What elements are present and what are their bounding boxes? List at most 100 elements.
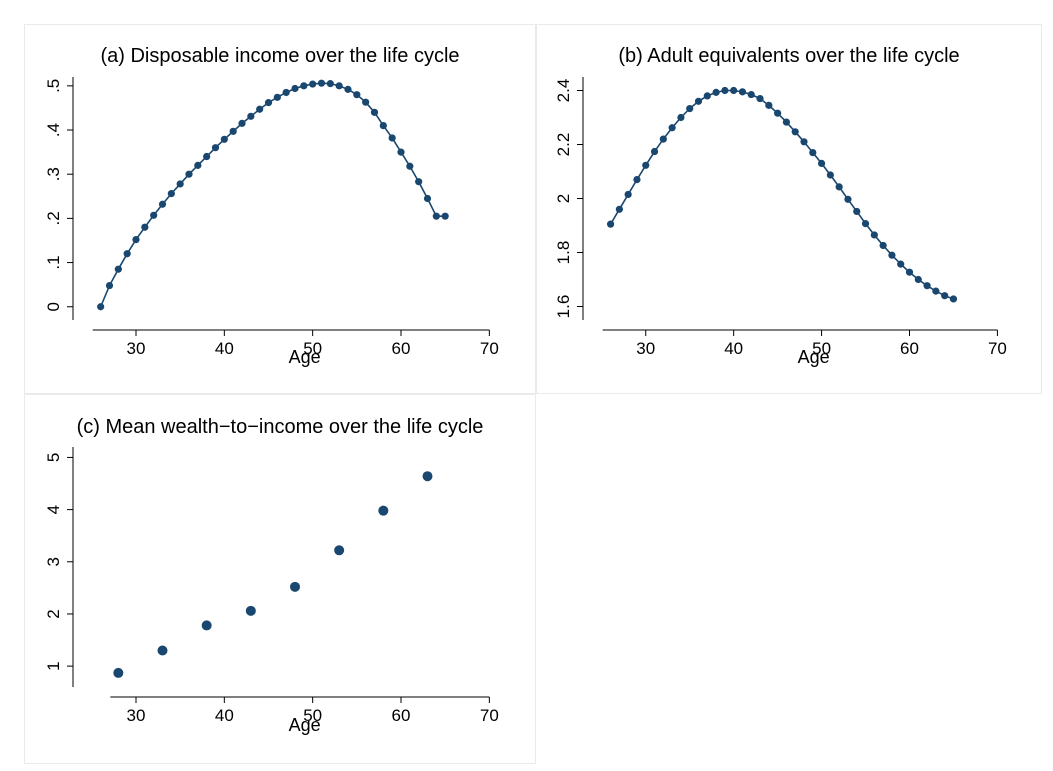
- chart-b-data-point: [721, 86, 729, 95]
- chart-c-x-tick-label: 60: [392, 706, 411, 725]
- chart-c-x-tick-label: 50: [303, 706, 322, 725]
- chart-a-title: (a) Disposable income over the life cycl…: [100, 45, 459, 67]
- chart-a-data-point: [441, 212, 449, 220]
- chart-b-data-point: [905, 268, 914, 276]
- chart-c-data-point: [290, 581, 300, 592]
- chart-b-data-point: [888, 251, 896, 259]
- chart-b-svg: (b) Adult equivalents over the life cycl…: [554, 45, 1007, 367]
- chart-a-data-point: [300, 82, 308, 90]
- chart-a-data-point: [353, 91, 361, 99]
- chart-a-data-point: [123, 250, 131, 258]
- chart-a-data-point: [211, 144, 220, 152]
- chart-c-data-point: [378, 505, 389, 516]
- chart-c-y-tick-label: 5: [44, 453, 63, 462]
- chart-b-x-tick-label: 70: [988, 339, 1007, 358]
- chart-b-data-point: [932, 287, 940, 295]
- chart-b-data-point: [817, 159, 826, 167]
- chart-b-data-point: [800, 138, 808, 146]
- chart-a-data-point: [282, 88, 290, 97]
- chart-c-x-tick-label: 40: [215, 706, 234, 725]
- chart-a-data-point: [415, 178, 423, 186]
- chart-a-data-point: [370, 108, 379, 116]
- chart-a-data-point: [256, 105, 264, 113]
- chart-a-data-point: [362, 98, 370, 106]
- chart-b-data-point: [650, 147, 659, 156]
- chart-b-x-tick-label: 40: [724, 339, 743, 358]
- chart-b-data-point: [730, 86, 738, 95]
- chart-b-data-point: [694, 97, 703, 105]
- chart-a-data-point: [247, 112, 255, 120]
- chart-b-x-tick-label: 30: [636, 339, 655, 358]
- chart-b-data-point: [774, 109, 782, 117]
- chart-c-x-tick-label: 70: [480, 706, 499, 725]
- chart-b-data-point: [606, 220, 615, 228]
- chart-a-series-line: [99, 82, 446, 308]
- chart-a-data-point: [397, 148, 405, 156]
- chart-a-data-point: [132, 235, 140, 244]
- chart-a-data-point: [105, 281, 114, 290]
- chart-a-data-point: [273, 93, 281, 101]
- chart-b-data-point: [897, 260, 905, 268]
- chart-b-data-point: [879, 241, 887, 250]
- chart-a-data-point: [317, 79, 326, 87]
- chart-c-data-point: [113, 667, 124, 678]
- chart-c-data-point: [422, 471, 433, 482]
- chart-c-svg: (c) Mean wealth−to−income over the life …: [44, 416, 499, 735]
- chart-b-data-point: [633, 176, 641, 184]
- chart-b-data-point: [826, 171, 834, 179]
- chart-a-y-tick-label: .1: [44, 255, 63, 269]
- chart-a-svg: (a) Disposable income over the life cycl…: [44, 45, 499, 367]
- chart-a-data-point: [194, 161, 202, 169]
- chart-b-x-tick-label: 60: [900, 339, 919, 358]
- chart-b-data-point: [861, 220, 870, 228]
- chart-b-y-tick-label: 2: [554, 194, 573, 203]
- chart-b-series-line: [609, 89, 954, 300]
- chart-b-title: (b) Adult equivalents over the life cycl…: [618, 45, 959, 67]
- chart-a-data-point: [388, 134, 396, 142]
- chart-a-data-point: [97, 303, 105, 311]
- chart-b-data-point: [747, 90, 755, 99]
- chart-c-x-tick-label: 30: [127, 706, 146, 725]
- chart-b-y-tick-label: 2.4: [554, 79, 573, 103]
- chart-b-x-tick-label: 50: [812, 339, 831, 358]
- chart-a-x-tick-label: 30: [127, 339, 146, 358]
- chart-c-y-tick-label: 1: [44, 661, 63, 670]
- chart-b-y-tick-label: 1.6: [554, 295, 573, 319]
- chart-b-x-axis-label: Age: [798, 347, 830, 367]
- chart-a-x-tick-label: 60: [392, 339, 411, 358]
- chart-c-data-point: [201, 620, 212, 631]
- chart-b-y-tick-label: 1.8: [554, 241, 573, 265]
- chart-a-y-tick-label: .4: [44, 123, 63, 137]
- chart-a-data-point: [379, 122, 387, 130]
- chart-b-data-point: [870, 231, 878, 239]
- chart-b-data-point: [791, 128, 799, 136]
- chart-a-y-tick-label: .3: [44, 167, 63, 181]
- chart-c-y-tick-label: 2: [44, 609, 63, 618]
- panel-b: (b) Adult equivalents over the life cycl…: [536, 24, 1042, 394]
- chart-a-data-point: [335, 82, 343, 90]
- chart-b-data-point: [949, 295, 958, 303]
- chart-b-data-point: [686, 104, 694, 113]
- chart-b-data-point: [941, 292, 949, 300]
- chart-c-x-axis-label: Age: [289, 715, 321, 735]
- chart-a-data-point: [114, 265, 122, 273]
- chart-a-data-point: [344, 85, 352, 93]
- chart-a-y-tick-label: .5: [44, 79, 63, 93]
- chart-b-data-point: [703, 92, 711, 100]
- chart-a-data-point: [264, 99, 273, 107]
- chart-a-data-point: [176, 180, 184, 188]
- chart-c-data-point: [245, 605, 256, 616]
- chart-a-data-point: [220, 135, 228, 143]
- chart-a-data-point: [185, 170, 193, 178]
- chart-b-data-point: [765, 101, 773, 109]
- chart-a-y-tick-label: 0: [44, 302, 63, 311]
- chart-a-data-point: [150, 211, 158, 219]
- chart-c-title: (c) Mean wealth−to−income over the life …: [77, 416, 484, 438]
- chart-a-data-point: [432, 212, 440, 220]
- chart-b-data-point: [914, 275, 922, 284]
- chart-b-data-point: [844, 195, 852, 203]
- chart-b-data-point: [659, 135, 667, 143]
- chart-a-data-point: [309, 80, 317, 88]
- chart-b-data-point: [923, 282, 931, 290]
